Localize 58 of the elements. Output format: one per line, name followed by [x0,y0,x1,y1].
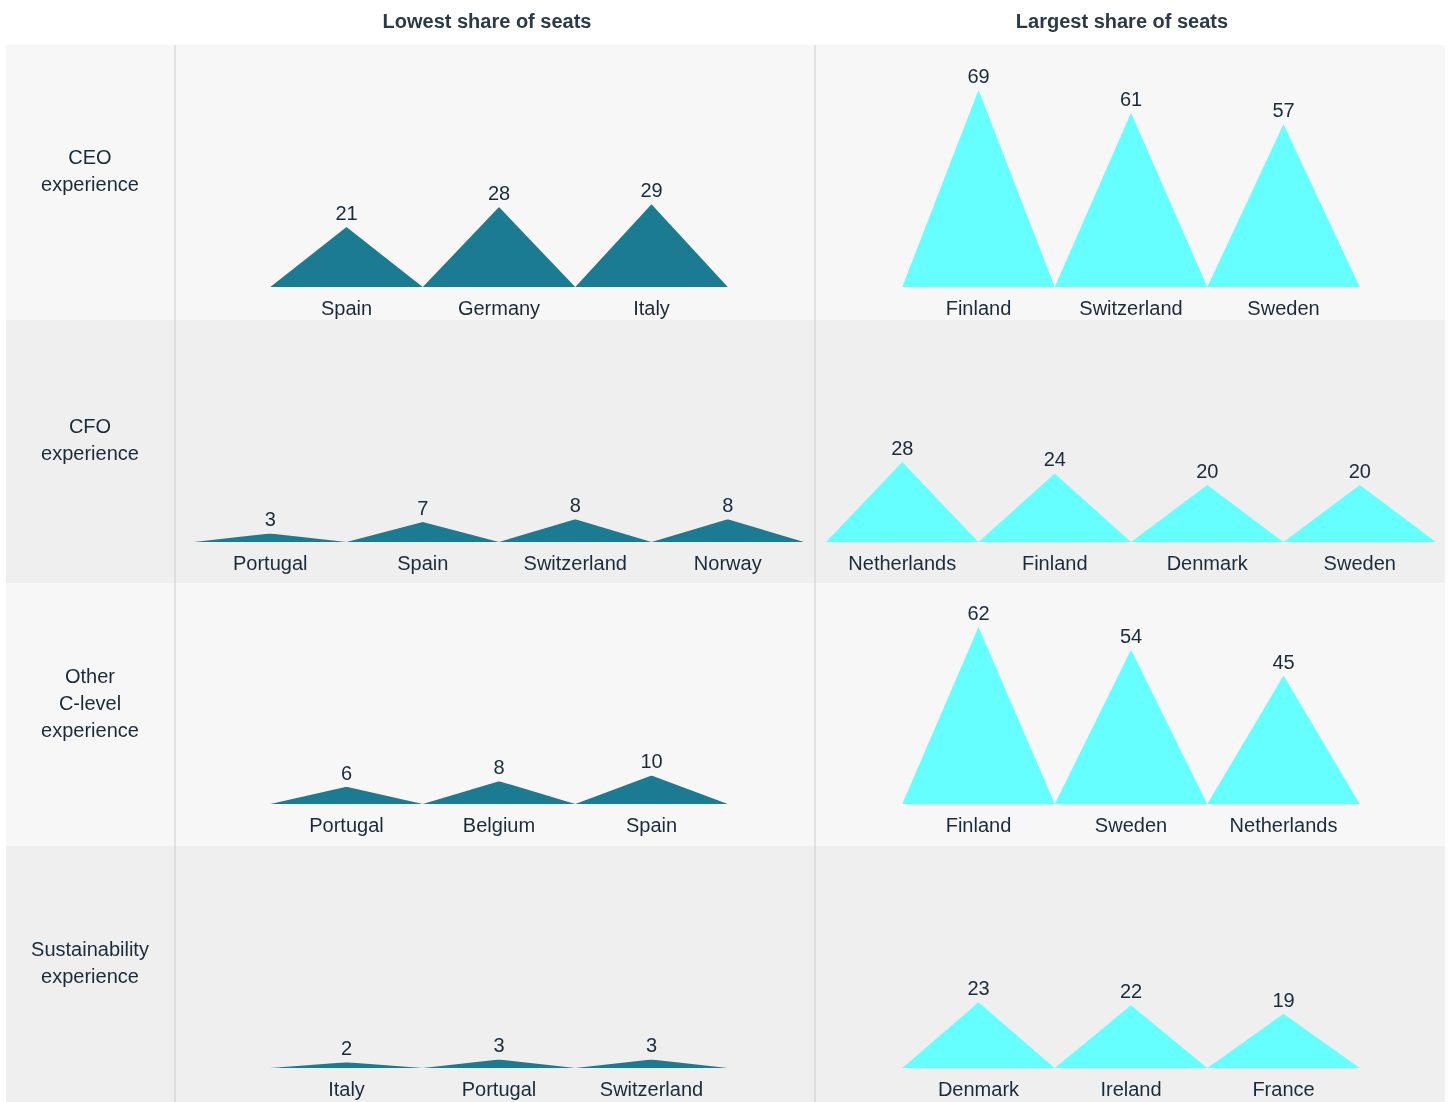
x-tick-label: Ireland [1100,1078,1162,1100]
x-tick-label: Netherlands [848,552,957,574]
data-label: 54 [1119,624,1143,647]
data-label: 8 [493,756,505,779]
data-label: 3 [493,1034,505,1057]
x-tick-label: Portugal [461,1078,537,1100]
data-label: 3 [645,1034,658,1057]
data-label: 3 [264,508,276,531]
x-tick-label: Netherlands [1229,814,1338,836]
y-axis-title: Sustainability experience [31,937,149,987]
x-tick-label: Denmark [937,1078,1021,1100]
x-tick-label: Spain [397,552,449,574]
data-label: 69 [967,65,990,87]
x-tick-label: Sweden [1323,552,1396,574]
data-label: 8 [722,494,734,517]
data-label: 2 [340,1037,353,1060]
data-label: 61 [1119,87,1143,110]
data-label: 28 [487,182,511,205]
x-tick-label: Spain [625,814,678,836]
chart-title: Lowest share of seats [382,10,592,32]
x-tick-label: Italy [328,1078,365,1100]
x-tick-label: Finland [945,814,1012,836]
y-axis-title: CEO experience [41,146,139,195]
x-tick-label: Finland [945,297,1012,319]
data-label: 8 [569,494,581,517]
data-label: 23 [967,977,990,1000]
data-label: 62 [967,601,990,624]
x-tick-label: France [1252,1078,1315,1100]
data-label: 20 [1196,459,1219,482]
data-label: 45 [1272,650,1295,673]
y-axis-title: Other C-level experience [41,664,139,741]
chart-title: Largest share of seats [1015,10,1229,32]
x-tick-label: Sweden [1247,297,1320,319]
x-tick-label: Denmark [1166,552,1249,574]
data-label: 28 [891,437,914,460]
data-label: 6 [340,761,353,784]
x-tick-label: Sweden [1094,814,1168,836]
data-label: 21 [335,202,358,225]
x-tick-label: Finland [1021,552,1088,574]
x-tick-label: Spain [320,297,373,319]
x-tick-label: Italy [633,297,670,319]
x-tick-label: Belgium [462,814,536,836]
data-label: 22 [1119,980,1143,1003]
x-tick-label: Germany [457,297,541,319]
x-tick-label: Norway [693,552,762,574]
x-tick-label: Portugal [309,814,384,836]
x-tick-label: Switzerland [599,1078,704,1100]
data-label: 7 [417,497,429,520]
x-tick-label: Switzerland [523,552,627,574]
data-label: 19 [1272,988,1295,1011]
x-tick-label: Switzerland [1079,297,1183,319]
data-label: 10 [640,750,663,773]
y-axis-title: CFO experience [41,415,139,464]
data-label: 20 [1348,459,1371,482]
data-label: 57 [1272,99,1295,122]
data-label: 29 [640,179,663,202]
data-label: 24 [1043,448,1066,471]
x-tick-label: Portugal [233,552,308,574]
